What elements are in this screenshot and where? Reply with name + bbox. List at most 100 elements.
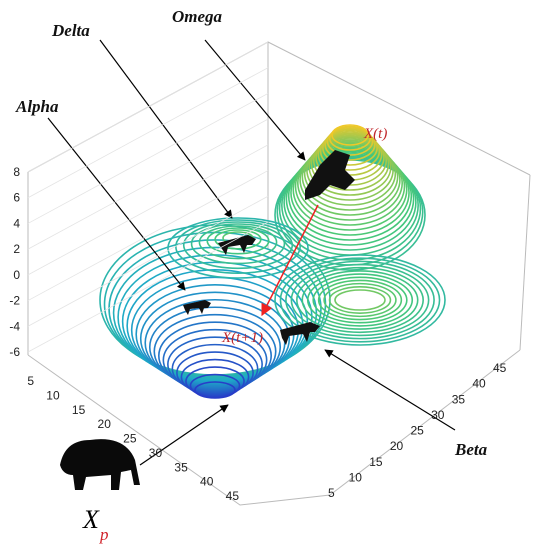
contour bbox=[171, 343, 259, 394]
omega-label: Omega bbox=[172, 7, 223, 26]
contour bbox=[303, 140, 397, 206]
contour bbox=[285, 260, 435, 340]
contour bbox=[158, 321, 272, 391]
contour bbox=[292, 147, 408, 231]
delta-label: Delta bbox=[51, 21, 90, 40]
grid-line bbox=[27, 67, 269, 199]
grid-line bbox=[27, 170, 269, 301]
contour bbox=[334, 289, 386, 311]
contour bbox=[112, 246, 318, 380]
contour bbox=[301, 270, 419, 330]
x-tick-label: 10 bbox=[46, 388, 60, 402]
contour bbox=[190, 223, 286, 265]
grid-line bbox=[27, 41, 269, 173]
x-tick-label: 20 bbox=[98, 417, 112, 431]
contour bbox=[287, 150, 413, 241]
box-top bbox=[27, 41, 531, 176]
labels: Omega Delta Alpha Beta X(t) X(t+1) X p bbox=[15, 7, 488, 544]
omega-wolf bbox=[305, 150, 355, 200]
contour bbox=[194, 381, 236, 399]
move-arrow bbox=[261, 204, 319, 317]
z-tick-label: -6 bbox=[9, 345, 20, 359]
box-right-edge bbox=[519, 174, 531, 351]
z-tick-label: -2 bbox=[9, 294, 20, 308]
y-tick-label: 35 bbox=[452, 392, 466, 406]
contour bbox=[167, 336, 263, 393]
contour bbox=[296, 145, 403, 221]
delta-wolf bbox=[218, 235, 256, 255]
y-tick-label: 5 bbox=[328, 486, 335, 500]
contour bbox=[296, 266, 424, 334]
contour bbox=[312, 276, 408, 324]
prey-subscript: p bbox=[99, 525, 109, 544]
xt-label: X(t) bbox=[363, 126, 387, 142]
grid-line bbox=[27, 144, 269, 276]
beta-wolf bbox=[280, 322, 320, 345]
contour bbox=[290, 263, 430, 337]
contour bbox=[312, 135, 388, 186]
contour bbox=[167, 217, 309, 279]
contour bbox=[323, 282, 397, 318]
contour bbox=[324, 128, 376, 161]
y-tick-label: 10 bbox=[349, 470, 363, 484]
contour bbox=[294, 146, 406, 226]
contour bbox=[180, 358, 250, 396]
z-tick-label: 8 bbox=[13, 165, 20, 179]
contour bbox=[144, 298, 286, 387]
prey-label: X bbox=[82, 505, 100, 534]
x-tick-label: 45 bbox=[226, 489, 240, 503]
contour bbox=[214, 229, 262, 250]
contour bbox=[322, 129, 378, 166]
alpha-arrow bbox=[47, 117, 186, 291]
contour bbox=[121, 261, 309, 382]
x-tick-label: 15 bbox=[72, 403, 86, 417]
x-tick-label: 35 bbox=[174, 460, 188, 474]
delta-arrow bbox=[99, 39, 233, 219]
alpha-wolf bbox=[183, 300, 211, 315]
contour bbox=[279, 257, 441, 343]
contour bbox=[185, 366, 245, 397]
contour bbox=[274, 254, 446, 346]
arrows bbox=[47, 39, 456, 466]
y-tick-label: 15 bbox=[369, 455, 383, 469]
omega-arrow bbox=[204, 39, 306, 161]
y-tick-label: 20 bbox=[390, 439, 404, 453]
contour bbox=[328, 286, 392, 314]
alpha-label: Alpha bbox=[15, 97, 59, 116]
box-bottom bbox=[27, 349, 521, 506]
contour bbox=[182, 221, 294, 270]
y-tick-label: 45 bbox=[493, 361, 507, 375]
xt1-label: X(t+1) bbox=[221, 330, 263, 346]
grid-line bbox=[27, 93, 269, 224]
z-tick-label: 2 bbox=[13, 242, 20, 256]
contour bbox=[278, 156, 422, 261]
contour bbox=[328, 125, 372, 151]
contour bbox=[308, 138, 392, 196]
z-tick-label: -4 bbox=[9, 319, 20, 333]
contour bbox=[306, 139, 394, 201]
contour bbox=[206, 227, 270, 255]
prey-bison bbox=[60, 439, 140, 490]
contour bbox=[148, 306, 282, 388]
x-tick-label: 30 bbox=[149, 446, 163, 460]
grid-line bbox=[27, 195, 269, 327]
contour bbox=[319, 131, 381, 171]
z-tick-label: 4 bbox=[13, 216, 20, 230]
prey-arrow bbox=[139, 404, 229, 466]
contour bbox=[176, 351, 254, 395]
contour bbox=[317, 279, 403, 321]
beta-label: Beta bbox=[454, 440, 488, 459]
contour bbox=[306, 273, 414, 327]
contour bbox=[198, 225, 278, 260]
contour bbox=[301, 142, 399, 211]
contour bbox=[162, 328, 268, 392]
x-tick-label: 5 bbox=[27, 374, 34, 388]
contour bbox=[189, 373, 241, 398]
x-tick-label: 40 bbox=[200, 475, 214, 489]
axes-box bbox=[27, 41, 531, 506]
silhouettes bbox=[60, 150, 355, 490]
contour-surface bbox=[99, 124, 446, 399]
grid-line bbox=[27, 221, 269, 353]
